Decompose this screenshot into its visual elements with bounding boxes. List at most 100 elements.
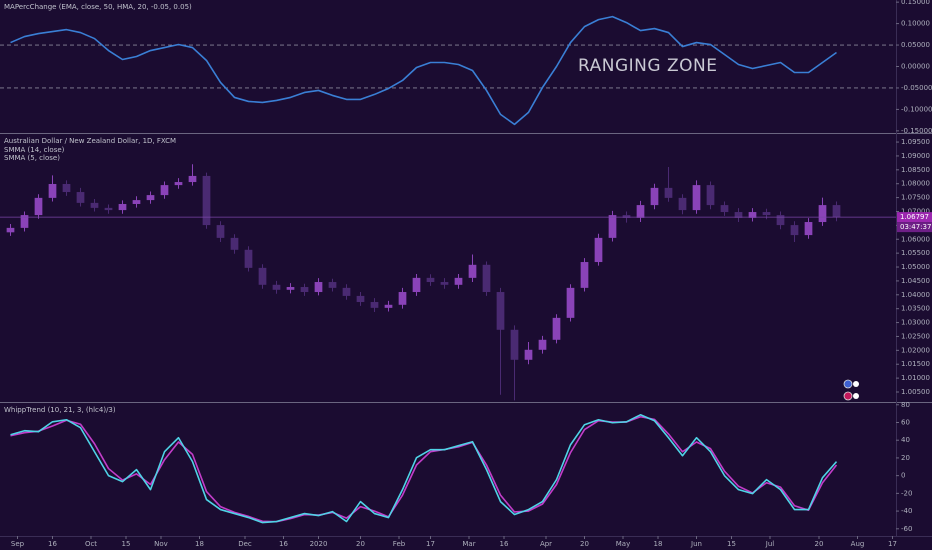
candle-body [174, 182, 183, 186]
candle [398, 287, 407, 309]
candle [636, 200, 645, 223]
candle-body [440, 282, 449, 285]
candle-body [328, 282, 337, 288]
candle [482, 261, 491, 296]
y-tick-label: 1.04500 [901, 277, 930, 285]
candle-body [720, 205, 729, 213]
y-tick-label: 60 [901, 418, 910, 426]
candle-body [160, 185, 169, 196]
countdown: 03:47:37 [900, 223, 931, 231]
icon [843, 391, 853, 401]
y-tick-label: 1.04000 [901, 291, 930, 299]
candle-body [510, 329, 519, 360]
x-tick-label: 20 [815, 540, 824, 548]
candle-body [76, 192, 85, 203]
y-tick-label: -0.15000 [901, 127, 932, 135]
candle [216, 221, 225, 243]
candle-body [692, 185, 701, 211]
candle [524, 342, 533, 365]
x-tick-label: Jun [690, 540, 702, 548]
candle-body [146, 195, 155, 201]
legend-item: SMMA (5, close) [4, 154, 60, 162]
candle-body [20, 215, 29, 228]
candle-body [678, 197, 687, 211]
y-tick-label: 40 [901, 436, 910, 444]
y-tick-label: 1.01500 [901, 360, 930, 368]
candle-body [706, 185, 715, 206]
y-tick-label: 20 [901, 454, 910, 462]
candle-body [790, 225, 799, 236]
candle-body [370, 302, 379, 308]
x-tick-label: 16 [48, 540, 57, 548]
candle [720, 201, 729, 216]
candle-body [482, 264, 491, 293]
candle [370, 298, 379, 313]
x-tick-label: Nov [154, 540, 168, 548]
candle-body [272, 284, 281, 290]
candle [580, 258, 589, 292]
candle [118, 200, 127, 214]
candle [6, 223, 15, 236]
candle [748, 208, 757, 222]
alert-icons [843, 379, 859, 401]
candle [300, 283, 309, 296]
candle-body [62, 183, 71, 193]
last-price-label: 1.06797 [900, 213, 929, 221]
last-price-box [897, 212, 932, 223]
x-tick-label: 20 [356, 540, 365, 548]
y-tick-label: 0 [901, 472, 905, 480]
x-tick-label: 16 [500, 540, 509, 548]
candle [832, 201, 841, 222]
candle [258, 264, 267, 289]
candle [174, 178, 183, 189]
candle-body [244, 249, 253, 268]
candle-body [34, 197, 43, 216]
x-tick-label: 15 [122, 540, 131, 548]
candle [510, 325, 519, 401]
candle-body [524, 349, 533, 360]
candle-body [804, 222, 813, 236]
x-tick-label: Aug [851, 540, 865, 548]
candle [20, 211, 29, 232]
candle [202, 172, 211, 229]
candle [552, 314, 561, 344]
candle-body [496, 292, 505, 330]
y-tick-label: 1.06000 [901, 235, 930, 243]
x-tick-label: 2020 [310, 540, 328, 548]
candle-body [664, 187, 673, 198]
x-tick-label: 18 [195, 540, 204, 548]
candle-body [104, 207, 113, 211]
x-tick-label: 16 [279, 540, 288, 548]
candle [286, 283, 295, 294]
y-tick-label: 1.09000 [901, 152, 930, 160]
candle [790, 221, 799, 243]
candle-body [636, 205, 645, 218]
legend-item: SMMA (14, close) [4, 146, 65, 154]
candle [48, 175, 57, 202]
candle-body [622, 215, 631, 218]
candle-body [202, 175, 211, 226]
candle [244, 246, 253, 272]
candle [412, 273, 421, 296]
candle [342, 284, 351, 300]
candle [188, 164, 197, 186]
candle [650, 183, 659, 210]
candle-body [748, 212, 757, 218]
annotation: RANGING ZONE [578, 56, 717, 76]
candle-body [426, 277, 435, 283]
candle [132, 196, 141, 208]
x-tick-label: 20 [580, 540, 589, 548]
x-tick-label: 15 [727, 540, 736, 548]
candle [692, 180, 701, 214]
y-tick-label: 1.02500 [901, 332, 930, 340]
candle-body [398, 292, 407, 305]
candle [76, 187, 85, 207]
x-tick-label: Oct [85, 540, 97, 548]
candle [62, 180, 71, 196]
y-tick-label: 1.07500 [901, 194, 930, 202]
pane-title: WhippTrend (10, 21, 3, (hlc4)/3) [4, 406, 116, 414]
candle-body [230, 237, 239, 250]
candle-body [762, 212, 771, 216]
